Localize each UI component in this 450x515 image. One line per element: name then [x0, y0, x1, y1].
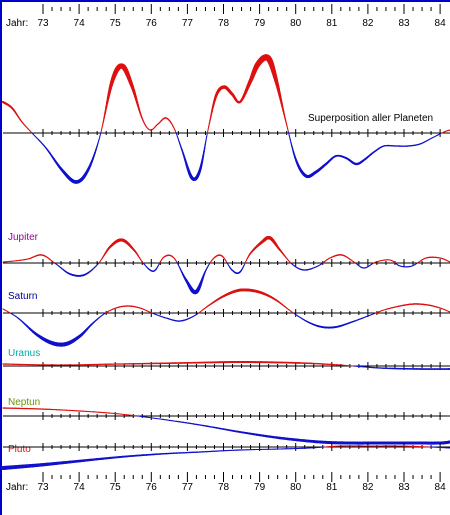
bottom-year-label: 73 [37, 482, 49, 493]
top-year-prefix: Jahr: [6, 18, 28, 29]
top-year-label: 74 [74, 18, 86, 29]
planet-rows: Jupiter Saturn Uranus Neptun Pluto [1, 232, 450, 470]
superposition-curve-segment [102, 117, 105, 124]
planet-label: Neptun [8, 397, 40, 408]
superposition-curve-segment [288, 135, 291, 140]
superposition-curve-segment [205, 136, 208, 141]
top-year-ticks: 73 74 75 76 77 78 79 80 81 82 83 84 [37, 4, 446, 29]
planet-row-jupiter: Jupiter [2, 232, 450, 295]
superposition-curve-segment [99, 131, 102, 137]
superposition-curve-segment [287, 128, 290, 133]
planet-row-saturn: Saturn [2, 288, 450, 347]
bottom-year-label: 81 [326, 482, 338, 493]
top-year-label: 79 [254, 18, 266, 29]
bottom-year-label: 77 [182, 482, 194, 493]
top-year-label: 76 [146, 18, 158, 29]
bottom-year-prefix: Jahr: [6, 482, 28, 493]
superposition-curve-segment [287, 131, 290, 137]
superposition-curve-segment [98, 135, 101, 141]
planet-row-neptun: Neptun [2, 397, 450, 445]
planet-label: Saturn [8, 291, 37, 302]
superposition-label: Superposition aller Planeten [308, 113, 433, 124]
superposition-curve-segment [204, 139, 207, 145]
superposition-curve-segment [96, 142, 99, 148]
top-year-label: 75 [110, 18, 122, 29]
bottom-year-label: 84 [435, 482, 447, 493]
bottom-year-label: 82 [362, 482, 374, 493]
top-year-label: 80 [290, 18, 302, 29]
bottom-year-label: 76 [146, 482, 158, 493]
superposition-curve-segment [286, 124, 289, 130]
superposition-curve [1, 54, 450, 184]
planet-label: Uranus [8, 348, 40, 359]
bottom-year-label: 78 [218, 482, 230, 493]
bottom-year-label: 74 [74, 482, 86, 493]
superposition-axis [3, 129, 450, 137]
superposition-curve-segment [206, 132, 208, 138]
top-year-label: 77 [182, 18, 194, 29]
bottom-year-label: 80 [290, 482, 302, 493]
top-year-label: 84 [435, 18, 447, 29]
planet-label: Jupiter [8, 232, 39, 243]
top-year-label: 73 [37, 18, 49, 29]
bottom-year-ticks: 73 74 75 76 77 78 79 80 81 82 83 84 [37, 472, 446, 493]
top-year-label: 82 [362, 18, 374, 29]
superposition-curve-segment [206, 129, 209, 134]
bottom-year-label: 75 [110, 482, 122, 493]
bottom-year-label: 83 [398, 482, 410, 493]
bottom-year-label: 79 [254, 482, 266, 493]
superposition-curve-segment [101, 122, 104, 129]
superposition-curve-segment [284, 117, 287, 123]
superposition-curve-segment [285, 121, 288, 126]
planet-row-pluto: Pluto [1, 443, 450, 470]
planet-row-uranus: Uranus [2, 348, 450, 370]
superposition-curve-segment [204, 143, 206, 149]
superposition-curve-segment [97, 139, 100, 144]
top-year-label: 81 [326, 18, 338, 29]
top-year-label: 78 [218, 18, 230, 29]
top-year-label: 83 [398, 18, 410, 29]
superposition-curve-segment [103, 112, 106, 119]
planet-label: Pluto [8, 444, 31, 455]
superposition-curve-segment [100, 127, 103, 133]
